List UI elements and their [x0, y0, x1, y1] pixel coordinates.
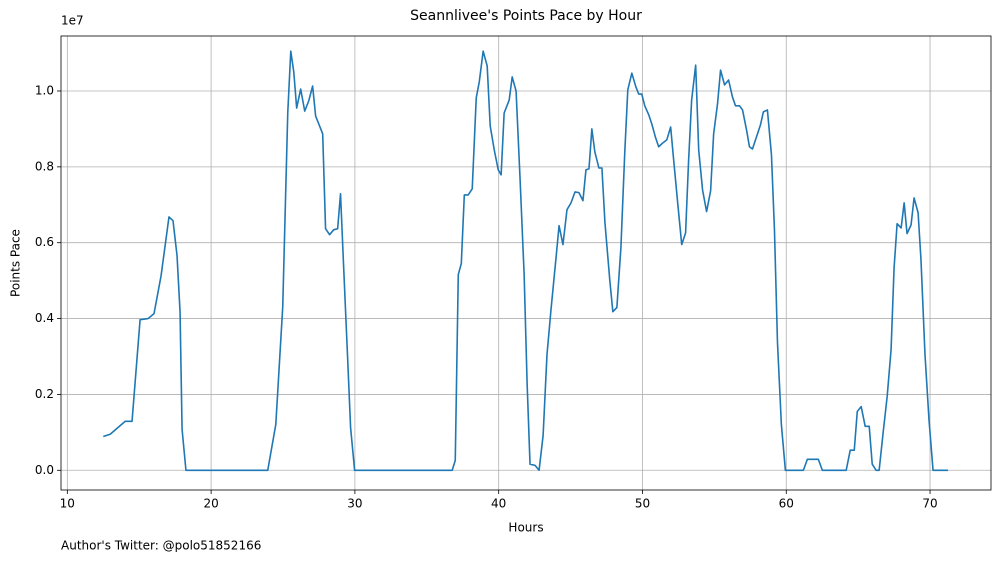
x-tick-label: 30	[347, 497, 362, 511]
y-tick-label: 0.6	[35, 235, 54, 249]
y-offset-label: 1e7	[61, 14, 84, 28]
x-tick-label: 70	[922, 497, 937, 511]
x-tick-label: 60	[779, 497, 794, 511]
y-tick-label: 0.2	[35, 387, 54, 401]
footnote: Author's Twitter: @polo51852166	[61, 539, 261, 553]
x-axis-label: Hours	[508, 521, 543, 535]
x-tick-label: 10	[60, 497, 75, 511]
y-tick-label: 0.8	[35, 159, 54, 173]
y-tick-label: 0.0	[35, 463, 54, 477]
chart-title: Seannlivee's Points Pace by Hour	[410, 8, 642, 24]
x-tick-label: 50	[635, 497, 650, 511]
y-tick-label: 1.0	[35, 83, 54, 97]
x-tick-label: 40	[491, 497, 506, 511]
data-line	[103, 50, 949, 472]
plot-frame	[60, 35, 992, 491]
y-tick-label: 0.4	[35, 311, 54, 325]
y-axis-label: Points Pace	[9, 229, 23, 297]
x-tick-label: 20	[203, 497, 218, 511]
